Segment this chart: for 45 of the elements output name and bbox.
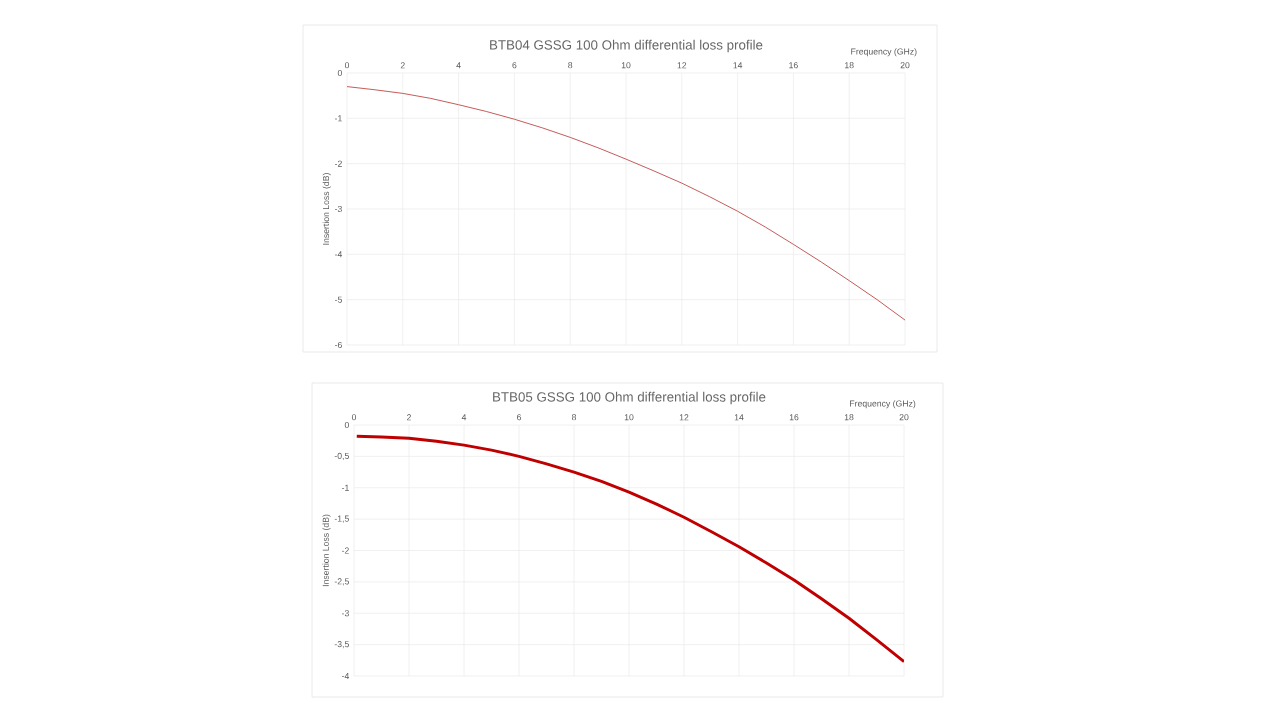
x-tick-label: 8 <box>568 62 573 69</box>
x-tick-label: 12 <box>679 414 689 421</box>
x-tick-label: 4 <box>461 414 467 421</box>
x-tick-label: 4 <box>456 62 461 69</box>
x-tick-label: 8 <box>571 414 577 421</box>
y-axis-title: Insertion Loss (dB) <box>322 173 331 245</box>
line-series <box>355 434 905 664</box>
x-tick-label: 14 <box>734 414 744 421</box>
y-tick-label: -4 <box>341 673 350 679</box>
x-axis-title: Frequency (GHz) <box>850 400 916 409</box>
x-tick-label: 2 <box>400 62 405 69</box>
y-tick-label: 0 <box>344 421 349 429</box>
y-tick-label: -1 <box>334 115 342 122</box>
x-tick-label: 6 <box>517 414 522 421</box>
y-tick-label: 0 <box>337 69 342 77</box>
y-tick-label: -3 <box>341 610 349 617</box>
y-tick-label: -0,5 <box>334 452 349 460</box>
x-axis-title: Frequency (GHz) <box>851 48 917 57</box>
x-tick-label: 20 <box>900 62 910 69</box>
y-tick-label: -3 <box>334 205 342 213</box>
x-tick-label: 18 <box>844 414 854 421</box>
x-tick-label: 14 <box>733 62 743 69</box>
chart-title: BTB05 GSSG 100 Ohm differential loss profile <box>493 391 766 405</box>
x-tick-label: 20 <box>899 414 909 421</box>
y-tick-label: -2,5 <box>334 578 349 586</box>
x-tick-label: 10 <box>624 414 634 421</box>
y-tick-label: -2 <box>334 160 342 167</box>
chart-title: BTB04 GSSG 100 Ohm differential loss profile <box>490 39 763 53</box>
y-tick-label: -4 <box>334 251 343 258</box>
x-tick-label: 0 <box>351 414 357 421</box>
y-tick-label: -5 <box>334 296 342 303</box>
y-tick-label: -6 <box>334 341 342 349</box>
y-tick-label: -1,5 <box>334 515 349 523</box>
x-tick-label: 16 <box>789 62 798 69</box>
x-tick-label: 10 <box>621 62 631 69</box>
x-tick-label: 16 <box>789 414 799 421</box>
x-tick-label: 6 <box>512 62 517 69</box>
line-series <box>347 86 906 321</box>
x-tick-label: 12 <box>677 62 687 69</box>
x-tick-label: 18 <box>845 62 854 69</box>
y-axis-title: Insertion Loss (dB) <box>322 514 331 587</box>
y-tick-label: -2 <box>341 547 349 554</box>
y-tick-label: -3,5 <box>334 641 349 649</box>
x-tick-label: 2 <box>407 414 411 421</box>
y-tick-label: -1 <box>341 484 349 491</box>
